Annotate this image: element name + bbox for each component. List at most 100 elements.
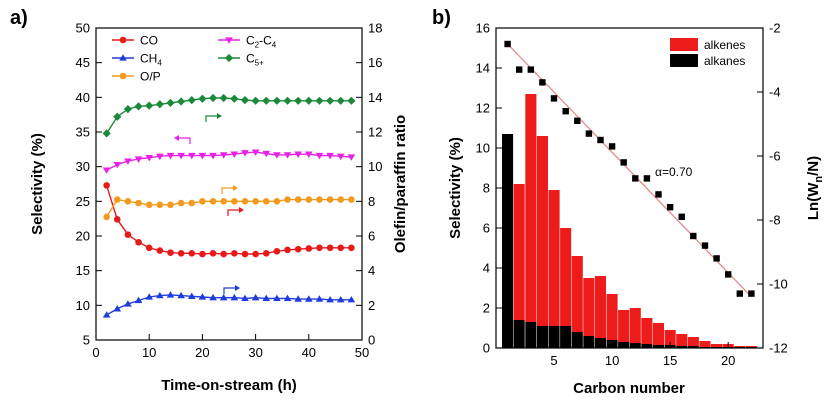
data-point [166,291,175,298]
axis-arrow-right-icon [223,285,240,294]
series-co [103,182,355,258]
bar-alkenes [594,276,606,338]
data-point [102,311,111,318]
bar-alkenes [699,341,711,347]
data-point [135,238,142,246]
asf-point [539,79,546,86]
data-point [315,96,324,105]
asf-point [736,290,743,297]
data-point [219,93,228,103]
y2-tick-label-a: 18 [368,21,382,36]
data-point [177,199,185,207]
panel-label-b: b) [432,7,451,29]
data-point [135,199,142,207]
chart-a: a) 0 10 20 30 40 5051015202530354045500246810… [10,7,409,394]
x-tick-label-a: 40 [302,345,316,360]
data-point [272,96,281,105]
legend-marker [119,54,127,61]
data-point [123,105,133,114]
data-point [273,247,281,255]
data-point [188,199,196,207]
y-tick-label-a: 10 [76,298,90,313]
legend-sub: 4 [157,59,162,68]
data-point [294,151,302,158]
data-point [273,152,281,159]
y-tick-label-b: 16 [476,21,490,36]
legend-marker [119,36,127,44]
data-point [284,246,291,254]
data-point [284,196,291,203]
data-point [166,98,175,107]
x-tick-label-a: 20 [195,345,209,360]
legend-entry: C5+ [218,52,264,68]
axis-arrow-right-icon [221,185,238,194]
data-point [337,196,345,203]
data-point [347,154,356,161]
series-line [106,294,352,316]
data-point [145,155,153,162]
data-point [209,198,217,205]
legend-label: CH4 [140,52,162,68]
data-point [241,150,249,157]
chart-b: b) 5 10 15 20 0 2 4 6 8 10 12 14 16 -12 -10 -8 -6 -4 -2 al… [432,7,825,397]
bar-alkanes [618,342,630,348]
legend-entry: CO [112,34,158,48]
legend-b: alkenes alkanes [670,38,745,68]
data-point [156,153,164,161]
y2-tick-label-b: -12 [769,341,788,356]
data-point [252,198,259,205]
bar-alkanes [652,345,664,348]
data-point [325,96,335,105]
x-axis-label-b: Carbon number [573,380,685,397]
data-point [230,94,239,103]
data-point [348,244,355,252]
bar-alkenes [745,346,757,347]
legend-swatch [670,54,698,67]
data-point [336,295,345,303]
y-tick-label-b: 8 [483,181,490,196]
data-point [187,292,196,299]
bar-alkenes [548,190,560,326]
data-point [177,152,185,160]
data-point [241,294,249,302]
y2-tick-label-b: -4 [769,85,781,100]
bar-alkanes [711,347,723,348]
data-point [124,231,132,238]
asf-point [690,232,697,240]
y-tick-label-b: 10 [476,141,490,156]
data-point [156,247,164,254]
bar-alkanes [734,347,746,348]
legend-text: C [246,34,255,48]
y2-axis-label-b: Ln(Wn/N) [805,156,825,220]
y-tick-label-a: 30 [76,159,90,174]
data-point [316,196,323,203]
data-point [113,112,122,121]
legend-label: C5+ [246,52,264,68]
data-point [347,295,356,303]
data-point [315,152,324,160]
y2-label-b-part2: /N) [805,156,822,176]
data-point [134,102,143,111]
bar-alkanes [676,346,688,348]
data-point [305,196,313,203]
bar-alkenes [525,94,537,322]
data-point [124,158,132,165]
legend-entry: O/P [112,70,161,84]
series-line [106,97,352,134]
bar-alkanes [548,326,560,348]
data-point [188,250,196,257]
data-point [167,201,174,209]
legend-entry: CH4 [112,52,162,68]
legend-text: CO [140,34,158,48]
data-point [262,250,270,257]
asf-point [643,175,651,182]
legend-sub: 4 [272,41,277,50]
y-tick-label-b: 14 [476,61,490,76]
bar-alkanes [629,343,641,348]
bar-alkenes [629,308,641,343]
legend-entry-alkanes: alkanes [670,54,745,68]
x-tick-label-b: 5 [550,353,557,368]
asf-fit-line [507,43,752,298]
bar-alkenes [652,323,664,345]
